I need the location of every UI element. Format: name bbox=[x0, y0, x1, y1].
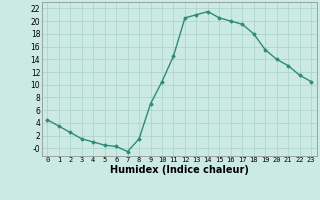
X-axis label: Humidex (Indice chaleur): Humidex (Indice chaleur) bbox=[110, 165, 249, 175]
